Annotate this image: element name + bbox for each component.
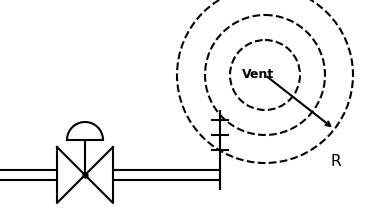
Text: Vent: Vent bbox=[242, 68, 274, 81]
Text: R: R bbox=[331, 154, 341, 170]
